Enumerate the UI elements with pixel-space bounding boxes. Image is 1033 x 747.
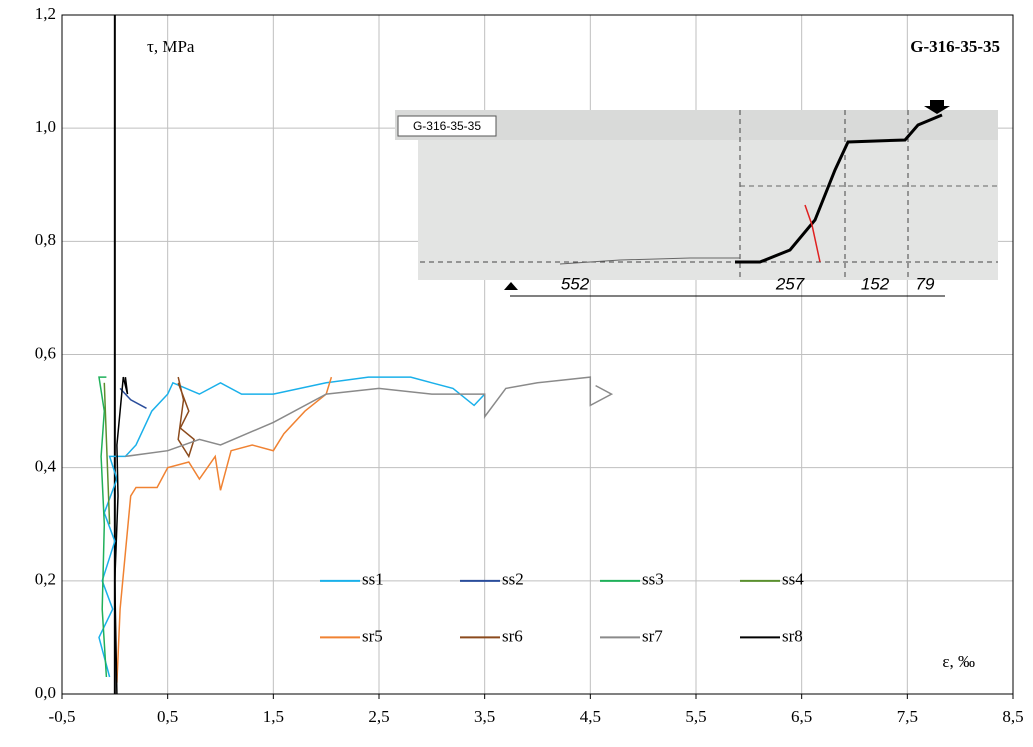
y-tick-label: 1,2 xyxy=(35,4,56,23)
inset-photo: G-316-35-35 xyxy=(395,100,998,297)
y-tick-label: 0,4 xyxy=(35,457,57,476)
series-line xyxy=(177,376,195,459)
series-line xyxy=(114,376,129,695)
x-tick-label: 4,5 xyxy=(580,707,601,726)
chart-title: G-316-35-35 xyxy=(910,37,1000,56)
y-tick-label: 0,0 xyxy=(35,683,56,702)
dimension-label: 152 xyxy=(861,274,890,293)
inset-label: G-316-35-35 xyxy=(413,119,481,133)
y-tick-label: 1,0 xyxy=(35,117,56,136)
x-tick-label: 8,5 xyxy=(1002,707,1023,726)
legend-label: ss1 xyxy=(362,570,384,589)
legend-label: sr5 xyxy=(362,626,383,645)
series-line xyxy=(98,376,486,678)
series-line xyxy=(116,376,333,683)
x-tick-label: 0,5 xyxy=(157,707,178,726)
legend-label: ss3 xyxy=(642,570,664,589)
x-tick-label: 3,5 xyxy=(474,707,495,726)
legend-label: sr8 xyxy=(782,626,803,645)
y-tick-label: 0,2 xyxy=(35,570,56,589)
y-tick-label: 0,6 xyxy=(35,343,56,362)
series-line xyxy=(103,382,111,525)
x-tick-label: 7,5 xyxy=(897,707,918,726)
y-tick-label: 0,8 xyxy=(35,230,56,249)
x-tick-label: 5,5 xyxy=(685,707,706,726)
legend-label: sr7 xyxy=(642,626,663,645)
x-tick-label: 2,5 xyxy=(368,707,389,726)
dimension-label: 552 xyxy=(561,274,590,293)
plot-frame xyxy=(61,14,1014,695)
series-line xyxy=(125,376,614,458)
series-line xyxy=(98,376,108,678)
x-axis-label: ε, ‰ xyxy=(942,652,975,671)
dimension-label: 79 xyxy=(916,274,935,293)
legend-label: sr6 xyxy=(502,626,523,645)
x-tick-label: -0,5 xyxy=(49,707,76,726)
legend-label: ss2 xyxy=(502,570,524,589)
y-axis-label: τ, MPa xyxy=(147,37,195,56)
x-tick-label: 1,5 xyxy=(263,707,284,726)
x-tick-label: 6,5 xyxy=(791,707,812,726)
series-line xyxy=(119,387,147,409)
dimension-label: 257 xyxy=(775,274,805,293)
legend-label: ss4 xyxy=(782,570,804,589)
